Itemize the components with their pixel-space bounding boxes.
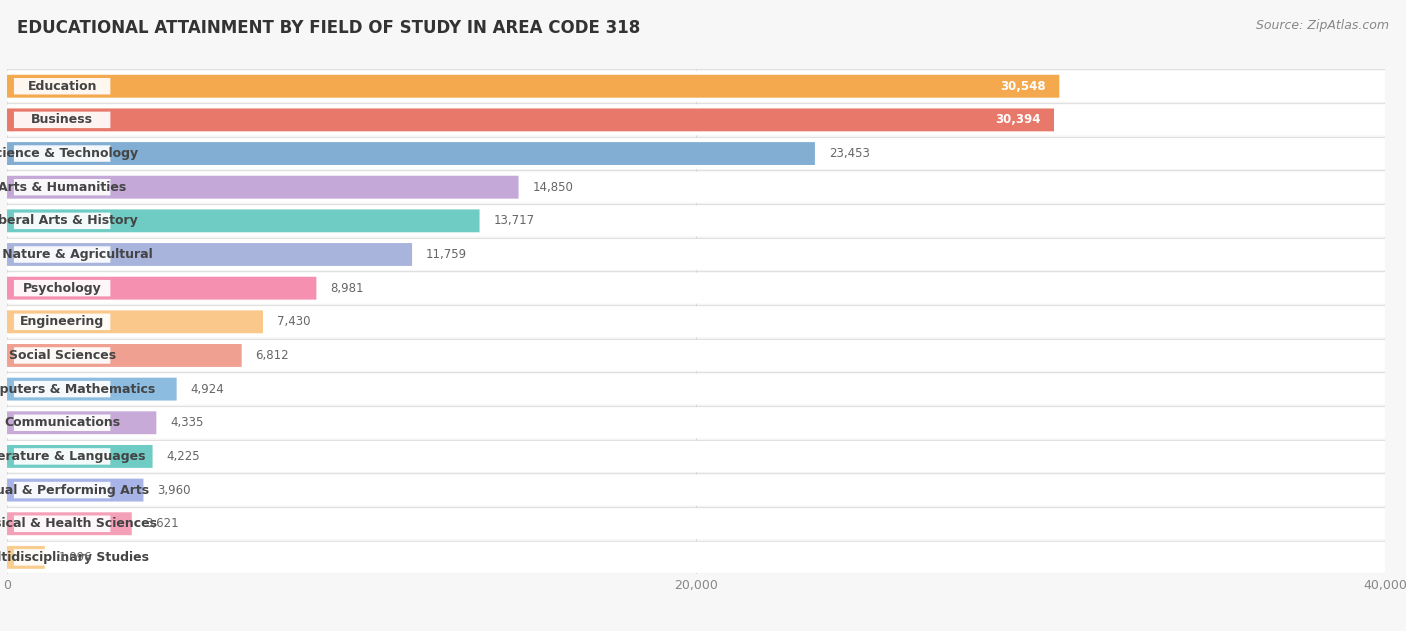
FancyBboxPatch shape bbox=[7, 374, 1385, 404]
FancyBboxPatch shape bbox=[7, 243, 412, 266]
Text: Business: Business bbox=[31, 114, 93, 126]
FancyBboxPatch shape bbox=[7, 508, 1385, 540]
FancyBboxPatch shape bbox=[7, 407, 1385, 439]
Text: Bio, Nature & Agricultural: Bio, Nature & Agricultural bbox=[0, 248, 153, 261]
Text: Multidisciplinary Studies: Multidisciplinary Studies bbox=[0, 551, 149, 564]
FancyBboxPatch shape bbox=[7, 542, 1385, 573]
Text: Science & Technology: Science & Technology bbox=[0, 147, 138, 160]
Text: Social Sciences: Social Sciences bbox=[8, 349, 115, 362]
FancyBboxPatch shape bbox=[7, 441, 1385, 472]
FancyBboxPatch shape bbox=[7, 479, 143, 502]
FancyBboxPatch shape bbox=[14, 112, 111, 128]
FancyBboxPatch shape bbox=[7, 273, 1385, 304]
FancyBboxPatch shape bbox=[7, 75, 1059, 98]
FancyBboxPatch shape bbox=[7, 310, 263, 333]
FancyBboxPatch shape bbox=[14, 448, 111, 464]
Text: 4,225: 4,225 bbox=[166, 450, 200, 463]
FancyBboxPatch shape bbox=[7, 475, 1385, 505]
Text: 6,812: 6,812 bbox=[256, 349, 290, 362]
FancyBboxPatch shape bbox=[7, 277, 316, 300]
FancyBboxPatch shape bbox=[7, 445, 153, 468]
Text: 1,096: 1,096 bbox=[59, 551, 93, 564]
FancyBboxPatch shape bbox=[14, 381, 111, 398]
FancyBboxPatch shape bbox=[7, 512, 132, 535]
Text: 3,621: 3,621 bbox=[146, 517, 179, 530]
Text: EDUCATIONAL ATTAINMENT BY FIELD OF STUDY IN AREA CODE 318: EDUCATIONAL ATTAINMENT BY FIELD OF STUDY… bbox=[17, 19, 640, 37]
Text: Engineering: Engineering bbox=[20, 316, 104, 328]
Text: 30,394: 30,394 bbox=[994, 114, 1040, 126]
Text: Liberal Arts & History: Liberal Arts & History bbox=[0, 215, 138, 227]
Text: 11,759: 11,759 bbox=[426, 248, 467, 261]
FancyBboxPatch shape bbox=[14, 516, 111, 532]
Text: 3,960: 3,960 bbox=[157, 483, 191, 497]
FancyBboxPatch shape bbox=[14, 145, 111, 162]
Text: Literature & Languages: Literature & Languages bbox=[0, 450, 145, 463]
FancyBboxPatch shape bbox=[14, 246, 111, 262]
FancyBboxPatch shape bbox=[7, 109, 1054, 131]
Text: Computers & Mathematics: Computers & Mathematics bbox=[0, 382, 155, 396]
FancyBboxPatch shape bbox=[14, 179, 111, 196]
FancyBboxPatch shape bbox=[7, 138, 1385, 169]
Text: Source: ZipAtlas.com: Source: ZipAtlas.com bbox=[1256, 19, 1389, 32]
Text: 4,335: 4,335 bbox=[170, 416, 204, 429]
FancyBboxPatch shape bbox=[7, 104, 1385, 136]
Text: 4,924: 4,924 bbox=[190, 382, 224, 396]
Text: 7,430: 7,430 bbox=[277, 316, 311, 328]
FancyBboxPatch shape bbox=[7, 71, 1385, 102]
Text: 14,850: 14,850 bbox=[533, 180, 574, 194]
Text: Visual & Performing Arts: Visual & Performing Arts bbox=[0, 483, 149, 497]
FancyBboxPatch shape bbox=[14, 78, 111, 95]
FancyBboxPatch shape bbox=[14, 213, 111, 229]
FancyBboxPatch shape bbox=[14, 549, 111, 565]
Text: 23,453: 23,453 bbox=[828, 147, 869, 160]
Text: Physical & Health Sciences: Physical & Health Sciences bbox=[0, 517, 156, 530]
FancyBboxPatch shape bbox=[14, 347, 111, 363]
FancyBboxPatch shape bbox=[14, 280, 111, 297]
FancyBboxPatch shape bbox=[7, 209, 479, 232]
FancyBboxPatch shape bbox=[7, 205, 1385, 237]
Text: Arts & Humanities: Arts & Humanities bbox=[0, 180, 127, 194]
Text: 13,717: 13,717 bbox=[494, 215, 534, 227]
FancyBboxPatch shape bbox=[7, 306, 1385, 338]
FancyBboxPatch shape bbox=[7, 378, 177, 401]
Text: Psychology: Psychology bbox=[22, 281, 101, 295]
FancyBboxPatch shape bbox=[7, 411, 156, 434]
Text: 8,981: 8,981 bbox=[330, 281, 364, 295]
Text: Education: Education bbox=[27, 80, 97, 93]
FancyBboxPatch shape bbox=[14, 415, 111, 431]
FancyBboxPatch shape bbox=[7, 239, 1385, 270]
FancyBboxPatch shape bbox=[14, 314, 111, 330]
FancyBboxPatch shape bbox=[14, 482, 111, 498]
FancyBboxPatch shape bbox=[7, 344, 242, 367]
FancyBboxPatch shape bbox=[7, 340, 1385, 371]
FancyBboxPatch shape bbox=[7, 142, 815, 165]
Text: Communications: Communications bbox=[4, 416, 120, 429]
FancyBboxPatch shape bbox=[7, 176, 519, 199]
Text: 30,548: 30,548 bbox=[1000, 80, 1046, 93]
FancyBboxPatch shape bbox=[7, 546, 45, 569]
FancyBboxPatch shape bbox=[7, 172, 1385, 203]
